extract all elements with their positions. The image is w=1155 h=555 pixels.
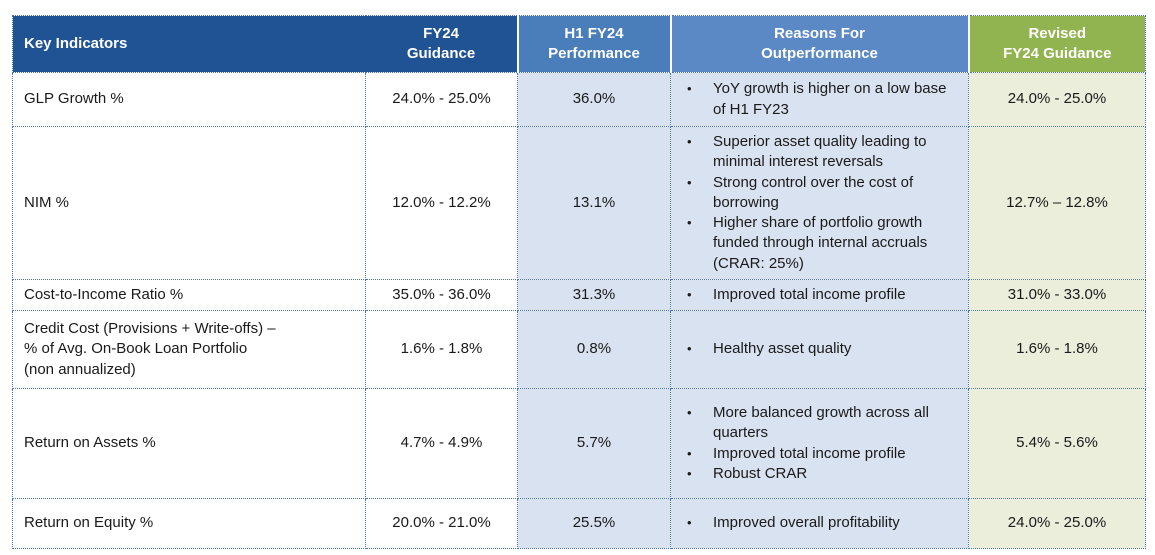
revised-guidance-cell: 12.7% – 12.8% xyxy=(968,126,1146,280)
reason-item: • Higher share of portfolio growth funde… xyxy=(684,213,960,274)
bullet-icon: • xyxy=(687,81,692,97)
table-row-nim: NIM % 12.0% - 12.2% 13.1% • Superior ass… xyxy=(12,126,1146,280)
reason-text: Improved overall profitability xyxy=(713,514,900,532)
reason-item: • Robust CRAR xyxy=(684,464,960,484)
reasons-cell: • Healthy asset quality xyxy=(670,310,969,389)
table-row-cost-to-income: Cost-to-Income Ratio % 35.0% - 36.0% 31.… xyxy=(12,278,1146,312)
indicator-cell: NIM % xyxy=(12,126,366,280)
table-row-return-on-assets: Return on Assets % 4.7% - 4.9% 5.7% • Mo… xyxy=(12,388,1146,499)
table-row-glp-growth: GLP Growth % 24.0% - 25.0% 36.0% • YoY g… xyxy=(12,72,1146,127)
reason-item: • Improved total income profile xyxy=(684,444,960,464)
reason-item: • Improved total income profile xyxy=(684,285,960,305)
guidance-table-container: Key Indicators FY24 Guidance H1 FY24 Per… xyxy=(12,15,1146,549)
h1-performance-cell: 31.3% xyxy=(517,278,671,312)
fy24-guidance-cell: 4.7% - 4.9% xyxy=(365,388,518,499)
header-row: Key Indicators FY24 Guidance H1 FY24 Per… xyxy=(12,15,1146,73)
reason-item: • Improved overall profitability xyxy=(684,513,960,533)
h1-performance-cell: 13.1% xyxy=(517,126,671,280)
fy24-guidance-cell: 35.0% - 36.0% xyxy=(365,278,518,312)
reason-item: • Strong control over the cost of borrow… xyxy=(684,173,960,214)
reason-text: Improved total income profile xyxy=(713,285,906,303)
reason-item: • YoY growth is higher on a low base of … xyxy=(684,79,960,120)
reason-text: Robust CRAR xyxy=(713,464,808,482)
bullet-icon: • xyxy=(687,174,692,190)
fy24-guidance-cell: 20.0% - 21.0% xyxy=(365,498,518,549)
header-cell-fy24-guidance: FY24 Guidance xyxy=(365,15,518,73)
reasons-cell: • More balanced growth across all quarte… xyxy=(670,388,969,499)
revised-guidance-cell: 24.0% - 25.0% xyxy=(968,498,1146,549)
reasons-cell: • Improved overall profitability xyxy=(670,498,969,549)
revised-guidance-cell: 1.6% - 1.8% xyxy=(968,310,1146,389)
indicator-cell: Return on Equity % xyxy=(12,498,366,549)
bullet-icon: • xyxy=(687,134,692,149)
bullet-icon: • xyxy=(687,465,692,481)
indicator-cell: Cost-to-Income Ratio % xyxy=(12,278,366,312)
bullet-icon: • xyxy=(687,515,692,531)
h1-performance-cell: 25.5% xyxy=(517,498,671,549)
reason-text: YoY growth is higher on a low base of H1… xyxy=(713,80,947,118)
reason-text: Improved total income profile xyxy=(713,444,906,462)
header-cell-key-indicators: Key Indicators xyxy=(12,15,366,73)
h1-performance-cell: 36.0% xyxy=(517,72,671,127)
reasons-cell: • YoY growth is higher on a low base of … xyxy=(670,72,969,127)
bullet-icon: • xyxy=(687,341,692,357)
reason-item: • Healthy asset quality xyxy=(684,339,960,359)
indicator-cell: Credit Cost (Provisions + Write-offs) – … xyxy=(12,310,366,389)
h1-performance-cell: 5.7% xyxy=(517,388,671,499)
indicator-cell: Return on Assets % xyxy=(12,388,366,499)
header-cell-reasons-for-outperformance: Reasons For Outperformance xyxy=(669,15,969,73)
reason-text: Strong control over the cost of borrowin… xyxy=(713,173,914,211)
header-cell-revised-fy24-guidance: Revised FY24 Guidance xyxy=(967,15,1146,73)
fy24-guidance-cell: 1.6% - 1.8% xyxy=(365,310,518,389)
revised-guidance-cell: 24.0% - 25.0% xyxy=(968,72,1146,127)
reason-text: Higher share of portfolio growth funded … xyxy=(713,214,928,272)
header-cell-h1-fy24-performance: H1 FY24 Performance xyxy=(516,15,671,73)
revised-guidance-cell: 5.4% - 5.6% xyxy=(968,388,1146,499)
reason-text: Healthy asset quality xyxy=(713,340,852,358)
reason-item: • More balanced growth across all quarte… xyxy=(684,403,960,444)
reasons-cell: • Superior asset quality leading to mini… xyxy=(670,126,969,280)
bullet-icon: • xyxy=(687,286,692,302)
reason-item: • Superior asset quality leading to mini… xyxy=(684,132,960,173)
bullet-icon: • xyxy=(687,215,692,230)
table-row-credit-cost: Credit Cost (Provisions + Write-offs) – … xyxy=(12,310,1146,389)
reasons-cell: • Improved total income profile xyxy=(670,278,969,312)
fy24-guidance-cell: 24.0% - 25.0% xyxy=(365,72,518,127)
revised-guidance-cell: 31.0% - 33.0% xyxy=(968,278,1146,312)
table-row-return-on-equity: Return on Equity % 20.0% - 21.0% 25.5% •… xyxy=(12,498,1146,549)
reason-text: Superior asset quality leading to minima… xyxy=(713,133,927,171)
guidance-table: Key Indicators FY24 Guidance H1 FY24 Per… xyxy=(12,15,1146,549)
indicator-cell: GLP Growth % xyxy=(12,72,366,127)
bullet-icon: • xyxy=(687,405,692,420)
reason-text: More balanced growth across all quarters xyxy=(713,404,929,442)
bullet-icon: • xyxy=(687,445,692,461)
fy24-guidance-cell: 12.0% - 12.2% xyxy=(365,126,518,280)
h1-performance-cell: 0.8% xyxy=(517,310,671,389)
